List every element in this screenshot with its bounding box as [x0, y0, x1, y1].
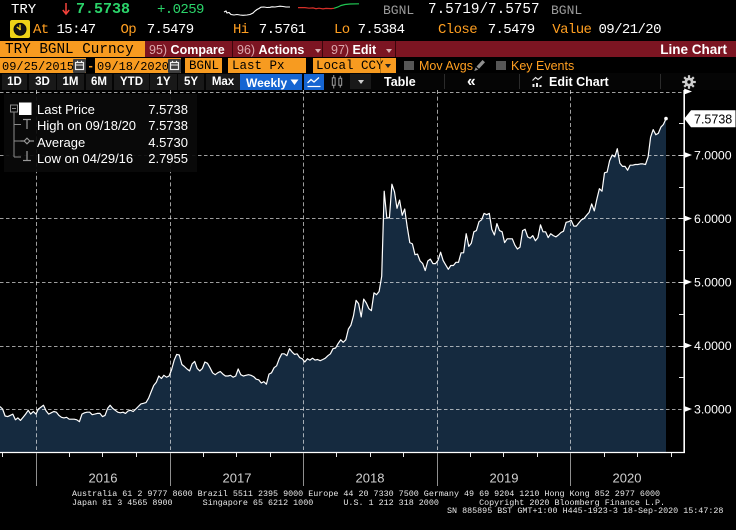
svg-text:2017: 2017: [223, 471, 252, 486]
svg-text:2018: 2018: [356, 471, 385, 486]
svg-text:2016: 2016: [89, 471, 118, 486]
svg-text:3.0000: 3.0000: [694, 402, 732, 416]
svg-text:7.0000: 7.0000: [694, 148, 732, 162]
svg-text:2019: 2019: [490, 471, 519, 486]
svg-text:6.0000: 6.0000: [694, 212, 732, 226]
svg-text:7.5738: 7.5738: [694, 112, 732, 126]
svg-text:2020: 2020: [613, 471, 642, 486]
svg-text:5.0000: 5.0000: [694, 275, 732, 289]
svg-text:4.0000: 4.0000: [694, 339, 732, 353]
